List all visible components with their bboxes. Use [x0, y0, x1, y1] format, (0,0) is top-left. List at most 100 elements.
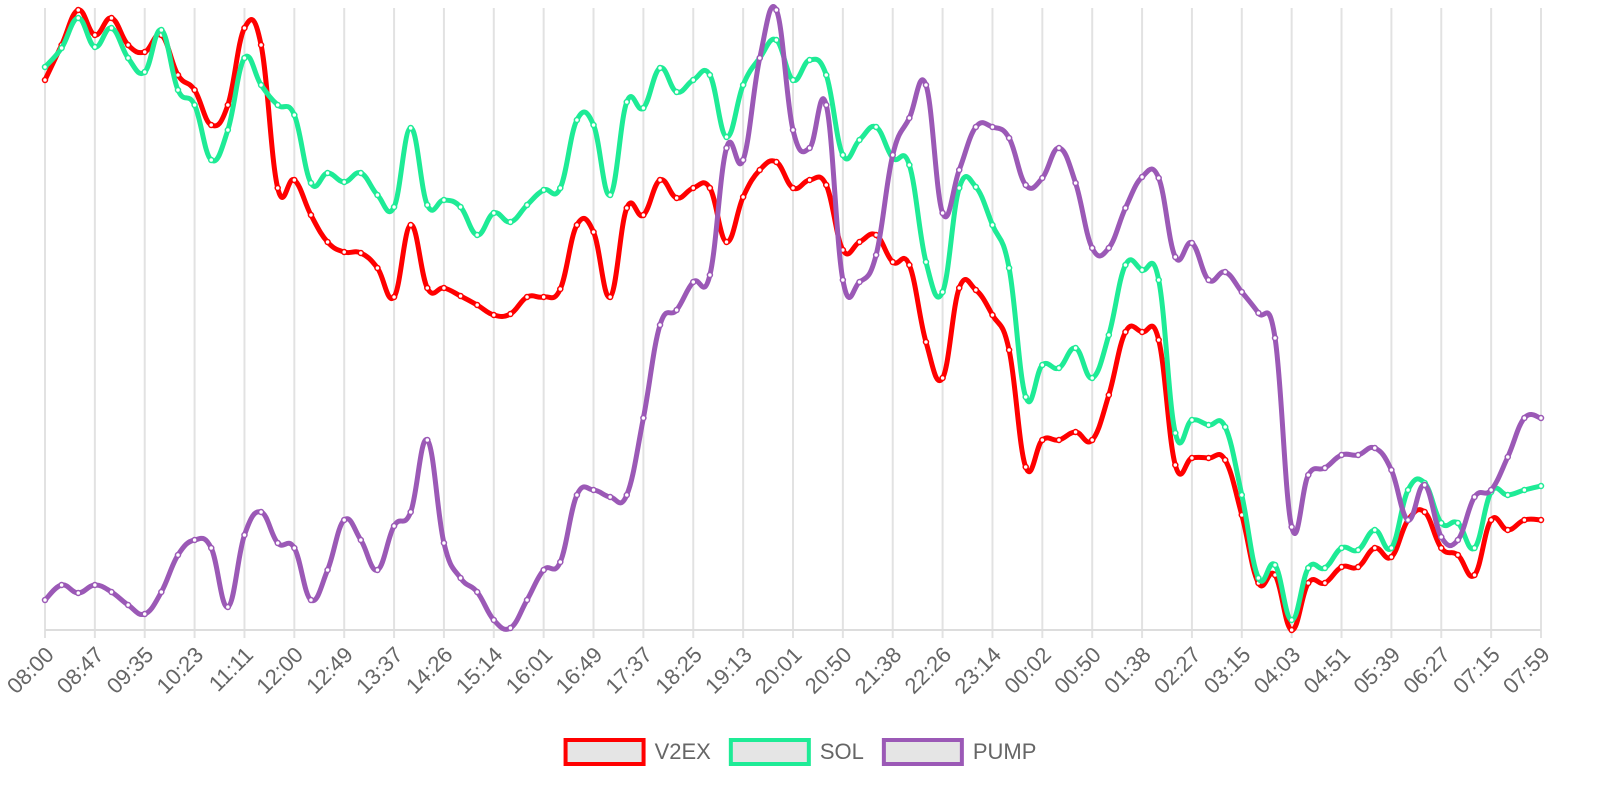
- data-point: [822, 71, 830, 79]
- data-point: [590, 486, 597, 494]
- data-point: [1288, 626, 1295, 634]
- data-point: [889, 258, 896, 266]
- data-point: [1088, 374, 1096, 382]
- data-point: [74, 6, 82, 14]
- data-point: [1454, 536, 1462, 544]
- data-point: [507, 310, 514, 318]
- data-point: [839, 276, 847, 284]
- data-point: [1155, 276, 1162, 284]
- x-tick-label: 12:00: [251, 642, 308, 699]
- data-point: [872, 123, 880, 131]
- x-tick-label: 09:35: [102, 642, 159, 699]
- data-point: [557, 285, 564, 293]
- data-point: [590, 228, 597, 236]
- data-point: [324, 238, 331, 246]
- data-point: [1155, 336, 1162, 344]
- data-point: [906, 114, 913, 122]
- data-point: [1205, 454, 1212, 462]
- data-point: [972, 123, 980, 131]
- data-point: [257, 41, 265, 49]
- data-point: [340, 248, 348, 256]
- data-point: [141, 610, 148, 618]
- data-point: [1005, 134, 1013, 142]
- data-point: [1122, 261, 1129, 269]
- data-point: [357, 249, 365, 257]
- data-point: [1205, 276, 1212, 284]
- data-point: [822, 101, 830, 109]
- x-tick-label: 00:50: [1049, 642, 1106, 699]
- data-point: [690, 184, 697, 192]
- data-point: [241, 24, 248, 32]
- data-point: [307, 211, 315, 219]
- data-point: [390, 203, 398, 211]
- data-point: [324, 169, 331, 177]
- data-point: [822, 181, 830, 189]
- x-tick-label: 20:50: [800, 642, 857, 699]
- data-point: [640, 414, 647, 422]
- data-point: [1338, 451, 1345, 459]
- data-point: [1521, 486, 1528, 494]
- data-point: [58, 581, 65, 589]
- data-point: [773, 36, 780, 44]
- x-tick-label: 00:02: [999, 642, 1056, 699]
- data-point: [291, 111, 298, 119]
- data-point: [274, 101, 281, 109]
- data-point: [756, 166, 764, 174]
- data-point: [424, 436, 431, 444]
- data-point: [1305, 579, 1312, 587]
- data-point: [1088, 436, 1096, 444]
- legend-label: PUMP: [973, 739, 1037, 764]
- data-point: [1305, 564, 1312, 572]
- data-point: [440, 196, 448, 204]
- data-point: [939, 374, 946, 382]
- data-point: [1122, 328, 1129, 336]
- data-point: [1388, 553, 1395, 561]
- x-tick-label: 02:27: [1149, 642, 1206, 699]
- data-point: [922, 258, 930, 266]
- data-point: [357, 169, 365, 177]
- data-point: [656, 176, 664, 184]
- data-point: [1321, 564, 1329, 572]
- data-point: [906, 261, 913, 269]
- data-point: [1255, 309, 1262, 317]
- data-point: [390, 293, 398, 301]
- data-point: [91, 43, 99, 51]
- x-tick-label: 23:14: [949, 642, 1006, 699]
- data-point: [1487, 486, 1495, 494]
- data-point: [922, 81, 930, 89]
- legend-label: V2EX: [655, 739, 712, 764]
- data-point: [723, 238, 730, 246]
- data-point: [1504, 526, 1512, 534]
- data-point: [1454, 519, 1462, 527]
- data-point: [207, 156, 215, 164]
- x-tick-label: 22:26: [900, 642, 957, 699]
- data-point: [1371, 444, 1379, 452]
- data-point: [374, 191, 381, 199]
- data-point: [174, 551, 182, 559]
- data-point: [773, 158, 780, 166]
- data-point: [141, 68, 148, 76]
- x-tick-label: 06:27: [1398, 642, 1455, 699]
- data-point: [773, 6, 780, 14]
- data-point: [224, 603, 232, 611]
- data-point: [939, 209, 946, 217]
- data-point: [1288, 616, 1295, 624]
- data-point: [1371, 544, 1379, 552]
- data-point: [1271, 561, 1279, 569]
- data-point: [1438, 533, 1445, 541]
- x-tick-label: 01:38: [1099, 642, 1156, 699]
- data-point: [207, 544, 215, 552]
- data-point: [340, 178, 348, 186]
- data-point: [523, 201, 531, 209]
- data-point: [673, 194, 680, 202]
- data-point: [1055, 144, 1063, 152]
- data-point: [1454, 551, 1462, 559]
- data-point: [573, 116, 581, 124]
- data-point: [108, 588, 115, 596]
- data-point: [1105, 391, 1113, 399]
- data-point: [1321, 579, 1329, 587]
- series-line: [43, 4, 1542, 632]
- data-point: [1371, 526, 1379, 534]
- data-point: [407, 508, 414, 516]
- x-tick-label: 07:15: [1448, 642, 1505, 699]
